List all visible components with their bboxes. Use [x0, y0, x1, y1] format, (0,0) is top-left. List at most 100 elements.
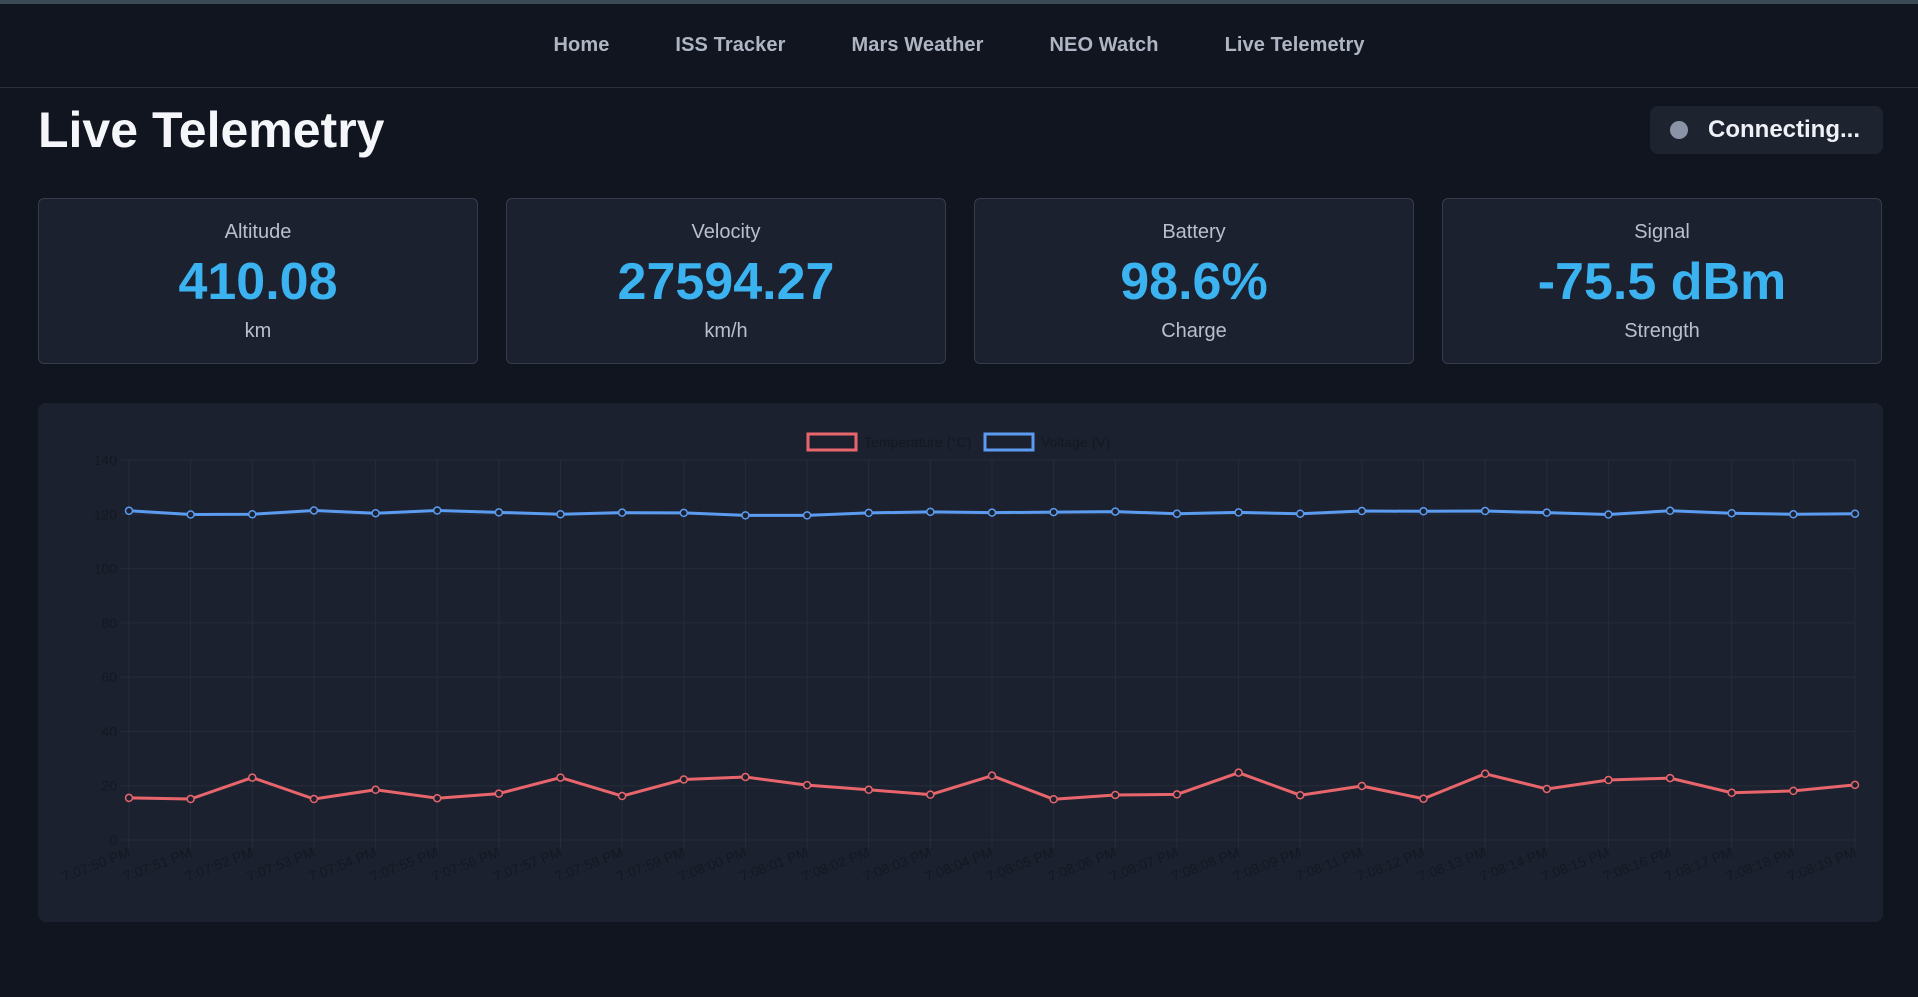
y-tick-label: 120 — [94, 506, 118, 522]
data-point — [1234, 508, 1243, 517]
data-point — [1604, 775, 1613, 785]
x-tick-label: 7:08:03 PM — [861, 844, 934, 885]
data-point — [124, 506, 134, 516]
x-tick-label: 7:08:09 PM — [1231, 844, 1304, 885]
x-tick-label: 7:07:55 PM — [368, 844, 441, 885]
data-point — [1542, 508, 1552, 517]
data-point — [1049, 507, 1058, 517]
y-tick-label: 140 — [94, 452, 118, 468]
y-tick-label: 80 — [101, 615, 117, 631]
data-point — [987, 508, 997, 517]
data-point — [186, 510, 195, 519]
nav-neo-watch[interactable]: NEO Watch — [1049, 34, 1159, 56]
data-point — [1295, 790, 1305, 800]
x-tick-label: 7:08:11 PM — [1293, 844, 1365, 884]
data-point — [679, 775, 689, 784]
card-label: Battery — [1162, 221, 1226, 243]
data-point — [1357, 506, 1367, 516]
signal-card: Signal -75.5 dBm Strength — [1442, 198, 1882, 364]
x-tick-label: 7:07:52 PM — [183, 844, 256, 885]
x-tick-label: 7:07:57 PM — [491, 844, 564, 885]
card-unit: km/h — [704, 320, 748, 342]
data-point — [1789, 510, 1798, 519]
data-point — [248, 510, 257, 519]
x-tick-label: 7:08:13 PM — [1416, 844, 1489, 885]
data-point — [1542, 784, 1552, 794]
legend-swatch — [806, 432, 858, 452]
data-point — [1111, 507, 1120, 516]
legend-label: Temperature (°C) — [864, 434, 972, 450]
nav-live-telemetry[interactable]: Live Telemetry — [1224, 34, 1365, 56]
data-point — [864, 785, 873, 795]
x-tick-label: 7:07:56 PM — [429, 844, 502, 885]
x-tick-label: 7:08:06 PM — [1046, 844, 1119, 885]
y-tick-label: 40 — [101, 723, 117, 739]
nav-home[interactable]: Home — [553, 34, 610, 56]
data-point — [432, 506, 442, 515]
data-point — [124, 793, 134, 803]
data-point — [926, 790, 935, 799]
x-tick-label: 7:08:05 PM — [984, 844, 1057, 885]
card-label: Velocity — [691, 221, 761, 243]
data-point — [1480, 769, 1490, 779]
data-point — [864, 508, 873, 518]
data-point — [432, 793, 442, 803]
data-point — [556, 510, 565, 519]
nav-iss-tracker[interactable]: ISS Tracker — [675, 34, 786, 56]
connection-status-text: Connecting... — [1708, 116, 1860, 143]
y-tick-label: 60 — [101, 669, 117, 685]
x-tick-label: 7:08:08 PM — [1169, 844, 1242, 885]
data-point — [1850, 780, 1860, 790]
battery-card: Battery 98.6% Charge — [974, 198, 1414, 364]
data-point — [494, 508, 504, 517]
top-accent-line — [0, 0, 1918, 4]
data-point — [1172, 790, 1182, 799]
velocity-card: Velocity 27594.27 km/h — [506, 198, 946, 364]
card-value: 27594.27 — [617, 253, 835, 311]
card-value: 410.08 — [178, 253, 338, 311]
data-point — [1850, 509, 1860, 518]
data-point — [1789, 786, 1798, 796]
data-point — [494, 789, 504, 798]
card-label: Signal — [1634, 221, 1690, 243]
data-point — [1480, 506, 1490, 516]
x-tick-label: 7:08:19 PM — [1785, 844, 1858, 885]
telemetry-chart-panel: 0 20 40 60 80 100 120 140 7:07:50 PM 7:07:51 PM 7:… — [38, 403, 1883, 922]
x-tick-label: 7:08:15 PM — [1539, 844, 1612, 885]
x-tick-label: 7:08:18 PM — [1724, 844, 1797, 885]
data-point — [802, 780, 812, 790]
card-unit: Strength — [1624, 320, 1700, 342]
data-point — [309, 794, 319, 804]
data-point — [556, 773, 565, 782]
data-point — [926, 507, 935, 517]
legend-swatch — [983, 432, 1035, 452]
card-value: -75.5 dBm — [1537, 253, 1787, 311]
data-point — [1234, 768, 1243, 777]
data-point — [1357, 781, 1367, 791]
nav-mars-weather[interactable]: Mars Weather — [851, 34, 984, 56]
x-tick-label: 7:08:02 PM — [799, 844, 872, 885]
x-tick-label: 7:08:17 PM — [1662, 844, 1735, 885]
data-point — [1665, 506, 1675, 516]
connection-status-badge: Connecting... — [1650, 106, 1883, 154]
data-point — [371, 508, 380, 518]
data-point — [741, 511, 750, 520]
x-tick-label: 7:08:07 PM — [1107, 844, 1180, 885]
card-value: 98.6% — [1120, 253, 1268, 311]
data-point — [1111, 790, 1120, 800]
legend-label: Voltage (V) — [1041, 434, 1110, 450]
data-point — [248, 773, 257, 782]
x-tick-label: 7:07:54 PM — [306, 844, 379, 885]
x-tick-label: 7:08:01 PM — [738, 844, 811, 885]
x-tick-label: 7:07:53 PM — [244, 844, 317, 885]
data-point — [1049, 795, 1058, 804]
data-point — [1419, 794, 1428, 803]
data-point — [186, 794, 195, 804]
x-tick-label: 7:07:51 PM — [121, 844, 194, 885]
data-point — [987, 771, 997, 780]
main-nav: Home ISS Tracker Mars Weather NEO Watch … — [0, 4, 1918, 88]
y-tick-label: 0 — [109, 832, 117, 848]
x-tick-label: 7:08:00 PM — [676, 844, 749, 885]
card-label: Altitude — [224, 221, 292, 243]
